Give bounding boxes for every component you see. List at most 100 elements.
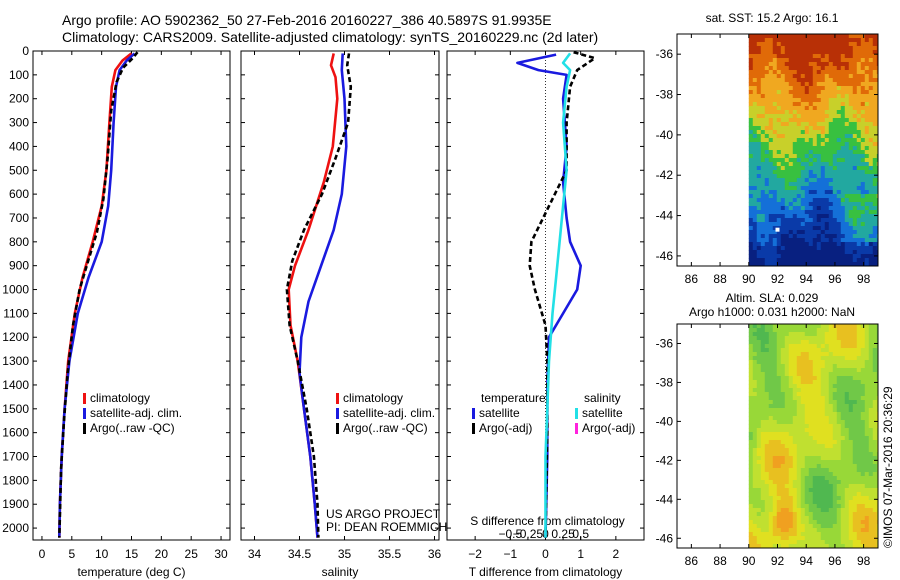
sst-map-cell — [784, 154, 790, 159]
sla-map-cell — [816, 416, 822, 421]
sst-map-cell — [812, 70, 818, 75]
sst-map-cell — [856, 242, 862, 247]
sla-map-cell — [816, 516, 822, 521]
sst-map-cell — [872, 234, 878, 239]
sla-map-cell — [840, 356, 846, 361]
sla-map-cell — [752, 540, 758, 545]
sla-map-cell — [820, 440, 826, 445]
sst-map-cell — [768, 142, 774, 147]
sla-map-cell — [792, 332, 798, 337]
sst-map-cell — [860, 82, 866, 87]
sla-map-cell — [868, 352, 874, 357]
sst-map-cell — [864, 114, 870, 119]
sst-map-cell — [796, 210, 802, 215]
sla-map-cell — [828, 372, 834, 377]
sst-map-cell — [856, 122, 862, 127]
sla-map-cell — [780, 336, 786, 341]
sla-map-cell — [824, 528, 830, 533]
sla-map-cell — [844, 480, 850, 485]
sla-map-cell — [820, 376, 826, 381]
sla-map-cell — [872, 408, 878, 413]
sla-map-cell — [832, 448, 838, 453]
sla-map-cell — [860, 500, 866, 505]
sst-map-cell — [808, 238, 814, 243]
sla-map-cell — [796, 392, 802, 397]
sla-map-cell — [852, 328, 858, 333]
sla-map-cell — [848, 488, 854, 493]
sla-map-cell — [788, 440, 794, 445]
sst-map-cell — [840, 70, 846, 75]
sst-map-cell — [824, 178, 830, 183]
sla-map-cell — [752, 336, 758, 341]
sla-map-cell — [756, 352, 762, 357]
sla-map-cell — [776, 540, 782, 545]
sst-map-cell — [812, 186, 818, 191]
sla-map-cell — [756, 444, 762, 449]
sla-map-cell — [772, 384, 778, 389]
sla-map-cell — [760, 436, 766, 441]
sla-map-cell — [840, 480, 846, 485]
sla-map-cell — [756, 452, 762, 457]
sla-map-cell — [816, 428, 822, 433]
sst-map-cell — [852, 186, 858, 191]
sst-map-cell — [828, 110, 834, 115]
sst-map-cell — [832, 222, 838, 227]
sst-map-cell — [776, 190, 782, 195]
sla-map-cell — [772, 336, 778, 341]
sla-map-cell — [776, 496, 782, 501]
sst-map-cell — [820, 58, 826, 63]
sst-map-cell — [792, 38, 798, 43]
sla-map-cell — [852, 532, 858, 537]
sst-map-cell — [768, 34, 774, 39]
sla-map-cell — [792, 388, 798, 393]
sst-map-cell — [768, 250, 774, 255]
sst-map-cell — [860, 86, 866, 91]
sst-map-cell — [760, 174, 766, 179]
sla-map-cell — [752, 388, 758, 393]
sst-map-cell — [824, 182, 830, 187]
sla-map-cell — [832, 444, 838, 449]
sst-map-cell — [816, 82, 822, 87]
sst-map-cell — [776, 222, 782, 227]
sst-map-cell — [860, 218, 866, 223]
sla-map-cell — [820, 472, 826, 477]
sla-map-cell — [848, 392, 854, 397]
sla-map-cell — [868, 496, 874, 501]
sst-map-cell — [760, 150, 766, 155]
sst-map-cell — [868, 194, 874, 199]
sla-map-cell — [756, 360, 762, 365]
sst-map-cell — [828, 138, 834, 143]
sst-map-cell — [784, 206, 790, 211]
sst-map-cell — [864, 190, 870, 195]
sst-map-cell — [804, 86, 810, 91]
sla-map-cell — [848, 408, 854, 413]
diff-salinity-legend-label-0: satellite — [582, 406, 623, 420]
sst-map-cell — [812, 158, 818, 163]
sla-map-cell — [848, 468, 854, 473]
sst-map-cell — [788, 214, 794, 219]
sst-map-cell — [808, 174, 814, 179]
sla-map-cell — [828, 360, 834, 365]
sla-map-cell — [764, 404, 770, 409]
sla-map-cell — [848, 360, 854, 365]
sla-map-cell — [872, 476, 878, 481]
sla-map-cell — [776, 508, 782, 513]
sla-map-cell — [808, 332, 814, 337]
sst-map-cell — [804, 242, 810, 247]
sst-map-cell — [856, 34, 862, 39]
sla-map-cell — [764, 528, 770, 533]
sla-map-cell — [824, 384, 830, 389]
sst-map-cell — [820, 146, 826, 151]
sst-map-cell — [772, 122, 778, 127]
sst-map-cell — [756, 98, 762, 103]
sst-map-cell — [868, 70, 874, 75]
sst-map-cell — [752, 170, 758, 175]
sla-map-cell — [772, 504, 778, 509]
sla-map-cell — [748, 408, 754, 413]
sla-map-cell — [784, 444, 790, 449]
sst-map-cell — [844, 218, 850, 223]
sla-map-cell — [756, 540, 762, 545]
sst-map-cell — [764, 242, 770, 247]
sst-map-cell — [848, 206, 854, 211]
sla-map-cell — [868, 408, 874, 413]
